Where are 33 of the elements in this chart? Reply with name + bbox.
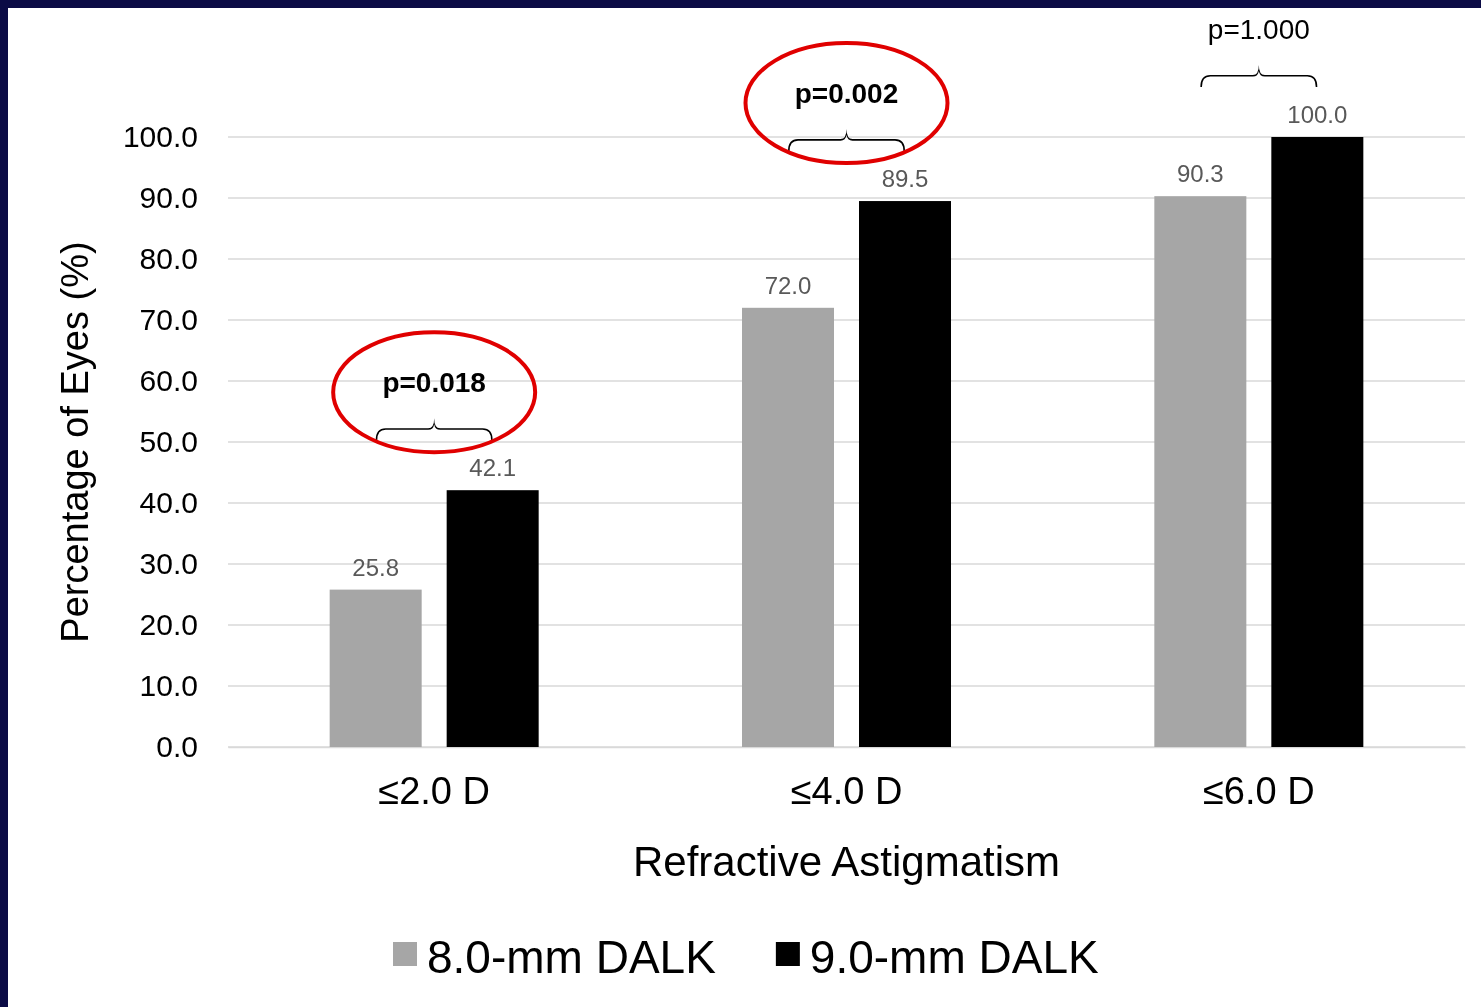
y-tick-label: 0.0 — [156, 730, 198, 764]
y-tick-label: 30.0 — [139, 547, 198, 581]
y-tick-label: 60.0 — [139, 364, 198, 398]
legend-label: 8.0-mm DALK — [427, 931, 717, 983]
bar — [859, 201, 951, 747]
bar — [742, 307, 834, 747]
y-tick-label: 90.0 — [139, 181, 198, 215]
y-tick-label: 70.0 — [139, 303, 198, 337]
annotation: p=0.018 — [382, 367, 486, 399]
text: p=0.002 — [794, 78, 899, 110]
y-tick-label: 20.0 — [139, 608, 198, 642]
text: 100.0 — [1287, 101, 1348, 128]
y-tick-label: 50.0 — [139, 425, 198, 459]
y-tick-label: 10.0 — [139, 669, 198, 703]
x-tick-label: ≤2.0 D — [378, 769, 491, 812]
bar — [1271, 137, 1364, 747]
text: p=1.000 — [1207, 14, 1310, 45]
text: 72.0 — [764, 271, 812, 299]
text: 90.3 — [1176, 160, 1224, 188]
y-tick-label: 40.0 — [139, 486, 198, 520]
bar — [446, 490, 539, 747]
text: 42.1 — [469, 454, 517, 482]
x-axis-title: Refractive Astigmatism — [632, 838, 1061, 885]
text: 25.8 — [352, 553, 400, 581]
bar — [329, 589, 422, 747]
y-tick-label: 80.0 — [139, 242, 198, 276]
y-tick-label: 100.0 — [122, 120, 198, 154]
bar — [1154, 196, 1247, 747]
x-tick-label: ≤6.0 D — [1202, 769, 1315, 812]
text: 89.5 — [881, 165, 929, 193]
x-tick-label: ≤4.0 D — [790, 769, 903, 812]
y-axis-title: Percentage of Eyes (%) — [54, 241, 96, 643]
legend-label: 9.0-mm DALK — [809, 931, 1100, 983]
